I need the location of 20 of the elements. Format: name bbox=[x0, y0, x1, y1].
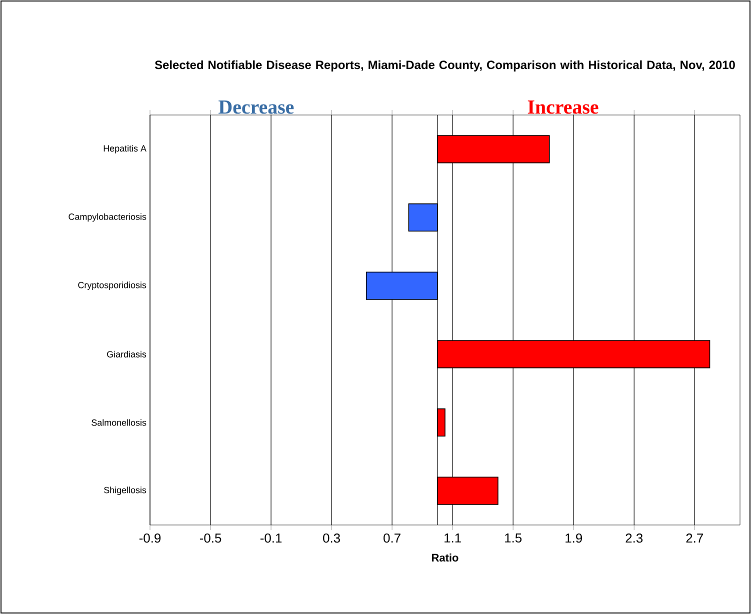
y-tick-label: Campylobacteriosis bbox=[68, 213, 146, 222]
x-tick-label: 1.5 bbox=[505, 534, 522, 543]
y-tick-label: Hepatitis A bbox=[104, 144, 146, 154]
x-tick-label: -0.1 bbox=[260, 534, 282, 543]
x-tick-label: 0.7 bbox=[384, 534, 400, 543]
x-tick-label: 1.9 bbox=[566, 534, 582, 543]
x-tick-label: 0.3 bbox=[323, 534, 340, 543]
chart-title: Selected Notifiable Disease Reports, Miami-Dade County, Comparison with Historical Data, Nov, 2010 bbox=[154, 60, 735, 72]
x-tick-label: 2.7 bbox=[686, 534, 703, 543]
x-tick-label: -0.5 bbox=[200, 534, 222, 543]
y-tick-label: Shigellosis bbox=[104, 486, 146, 495]
x-tick-label: 1.1 bbox=[444, 534, 461, 542]
y-tick-label: Cryptosporidiosis bbox=[78, 282, 146, 290]
y-tick-label: Giardiasis bbox=[107, 350, 146, 358]
text: Decrease bbox=[218, 100, 294, 114]
x-axis-title: Ratio bbox=[432, 554, 458, 562]
x-tick-label: 2.3 bbox=[626, 534, 643, 543]
y-tick-label: Salmonellosis bbox=[92, 419, 146, 426]
text: Increase bbox=[528, 100, 598, 114]
x-tick-label: -0.9 bbox=[139, 534, 161, 543]
